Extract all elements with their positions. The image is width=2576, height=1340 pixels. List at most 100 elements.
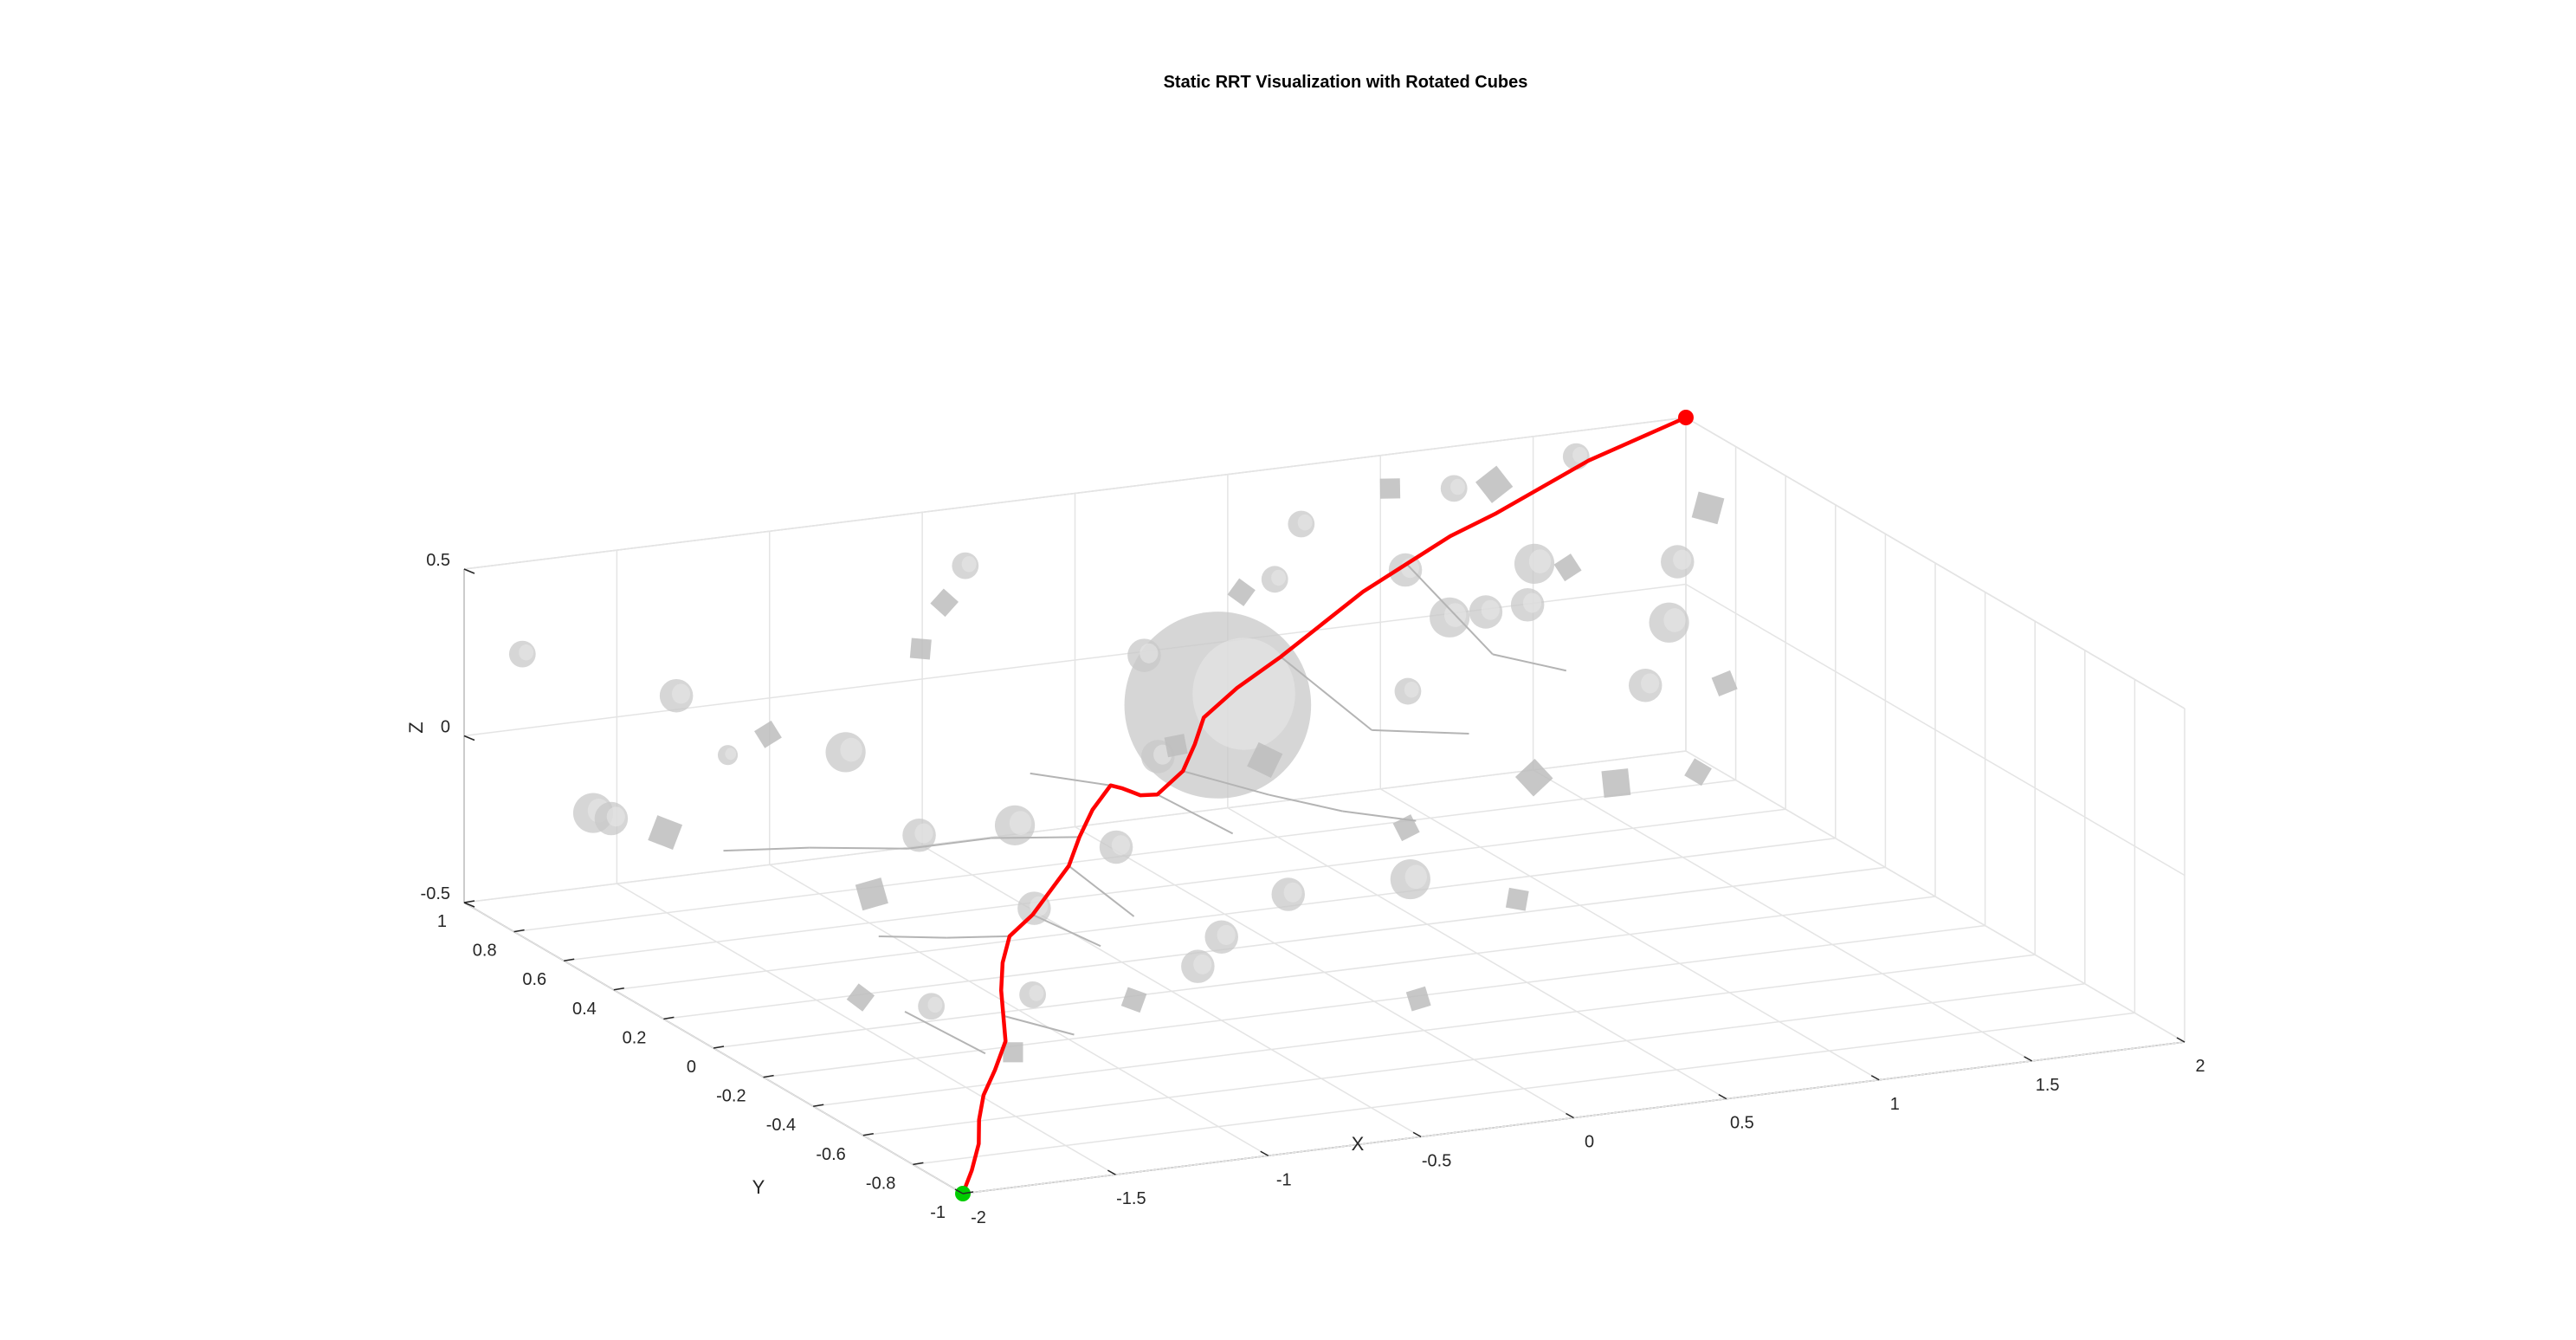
tree-branch <box>1269 793 1343 812</box>
y-tick-label: -0.6 <box>816 1145 845 1164</box>
sphere-obstacle-highlight <box>1528 549 1552 573</box>
floor-grid-y-line <box>763 924 1985 1078</box>
axes-box <box>463 417 2185 1194</box>
y-tick-label: 0.8 <box>473 942 497 961</box>
obstacles <box>508 443 1738 1063</box>
y-tick-mark <box>813 1104 824 1107</box>
sphere-obstacle-highlight <box>1481 599 1500 620</box>
tree-branch <box>723 846 810 852</box>
floor-grid-y-line <box>813 954 2036 1107</box>
sphere-obstacle-highlight <box>1192 638 1295 750</box>
cube-obstacle <box>648 815 683 850</box>
cube-obstacle <box>1227 578 1256 606</box>
floor-grid-y-line <box>613 838 1836 991</box>
x-tick-mark <box>2024 1056 2032 1062</box>
side-wall-grid-z-line <box>1685 750 2185 1043</box>
tree-branch <box>1280 656 1372 731</box>
sphere-obstacle-highlight <box>914 823 933 844</box>
tree-branch <box>809 846 908 850</box>
z-tick-mark <box>463 568 475 574</box>
endpoint-markers <box>955 410 1694 1201</box>
y-tick-label: -0.8 <box>866 1174 895 1193</box>
cube-obstacle <box>754 720 782 748</box>
y-tick-mark <box>962 1191 974 1194</box>
tree-branch <box>1492 653 1567 672</box>
floor-grid-y-line <box>913 1012 2135 1166</box>
cube-obstacle <box>1247 741 1283 779</box>
y-tick-mark <box>613 987 624 991</box>
rrt-tree <box>723 563 1567 1055</box>
tree-branch <box>1030 772 1111 787</box>
tree-branch <box>1068 864 1135 917</box>
y-tick-label: -0.2 <box>716 1087 746 1106</box>
x-tick-label: 2 <box>2195 1057 2205 1076</box>
y-tick-mark <box>713 1045 725 1049</box>
x-tick-label: 1.5 <box>2036 1076 2060 1095</box>
x-tick-mark <box>1412 1131 1422 1138</box>
z-axis-label: Z <box>405 722 427 733</box>
tree-branch <box>1342 810 1417 822</box>
sphere-obstacle-highlight <box>519 644 534 661</box>
z-tick-label: 0.5 <box>426 551 450 570</box>
y-tick-mark <box>763 1074 774 1078</box>
x-tick-mark <box>1566 1112 1574 1119</box>
sphere-obstacle-highlight <box>961 556 977 573</box>
sphere-obstacle-highlight <box>1663 608 1686 632</box>
sphere-obstacle-highlight <box>671 683 691 704</box>
x-tick-label: 1 <box>1890 1095 1900 1114</box>
x-tick-mark <box>1107 1169 1116 1175</box>
cube-obstacle <box>1691 491 1725 525</box>
sphere-obstacle-highlight <box>1193 954 1212 974</box>
tree-branch <box>991 836 1080 839</box>
tree-branch <box>946 935 1010 939</box>
sphere-obstacle-highlight <box>1271 569 1287 586</box>
z-tick-mark <box>463 735 475 741</box>
cube-obstacle <box>1003 1042 1023 1063</box>
cube-obstacle <box>1164 734 1188 758</box>
sphere-obstacle-highlight <box>840 737 862 762</box>
cube-obstacle <box>855 877 888 911</box>
sphere-obstacle-highlight <box>1297 514 1313 531</box>
y-tick-label: 0.2 <box>623 1028 647 1047</box>
cube-obstacle <box>1505 887 1529 911</box>
tree-branch <box>907 837 991 850</box>
cube-obstacle <box>846 983 875 1012</box>
z-tick-label: 0 <box>441 718 450 737</box>
cube-obstacle <box>1553 553 1582 582</box>
side-wall-grid-z-line <box>1685 583 2185 877</box>
cube-obstacle <box>1514 758 1553 797</box>
y-tick-label: 0.6 <box>522 970 546 989</box>
tree-branch <box>1157 793 1234 835</box>
y-tick-mark <box>513 929 525 933</box>
sphere-obstacle-highlight <box>927 996 943 1013</box>
y-tick-mark <box>913 1162 924 1166</box>
x-tick-mark <box>1718 1093 1727 1100</box>
sphere-obstacle-highlight <box>1572 447 1588 463</box>
tree-branch <box>878 935 947 939</box>
sphere-obstacle-highlight <box>1111 835 1131 856</box>
y-tick-mark <box>564 958 575 961</box>
sphere-obstacle-highlight <box>1009 811 1032 835</box>
sphere-obstacle-highlight <box>1217 924 1236 945</box>
z-tick-mark <box>463 902 475 908</box>
y-tick-mark <box>663 1016 675 1020</box>
grid-lines <box>463 417 2185 1194</box>
x-tick-label: 0.5 <box>1730 1114 1754 1133</box>
y-tick-label: 0 <box>687 1058 696 1077</box>
tree-branch <box>1003 1014 1075 1036</box>
y-axis-label: Y <box>752 1176 765 1198</box>
side-wall-grid-z-line <box>1685 417 2185 709</box>
y-tick-mark <box>862 1133 874 1136</box>
floor-grid-y-line <box>862 983 2085 1136</box>
sphere-obstacle-highlight <box>1641 673 1660 694</box>
tick-labels: -2 -1.5 -1 -0.5 0 0.5 1 1.5 2 -1 -0.8 -0.6 -0.4 -0.2 0… <box>421 551 2205 1227</box>
y-tick-label: 1 <box>437 912 447 931</box>
cube-obstacle <box>1601 768 1631 799</box>
y-tick-mark <box>463 900 475 903</box>
sphere-obstacle-highlight <box>1450 478 1465 495</box>
sphere-obstacle-highlight <box>1404 681 1419 698</box>
tree-branch <box>1405 563 1494 656</box>
sphere-obstacle-highlight <box>1283 882 1302 903</box>
